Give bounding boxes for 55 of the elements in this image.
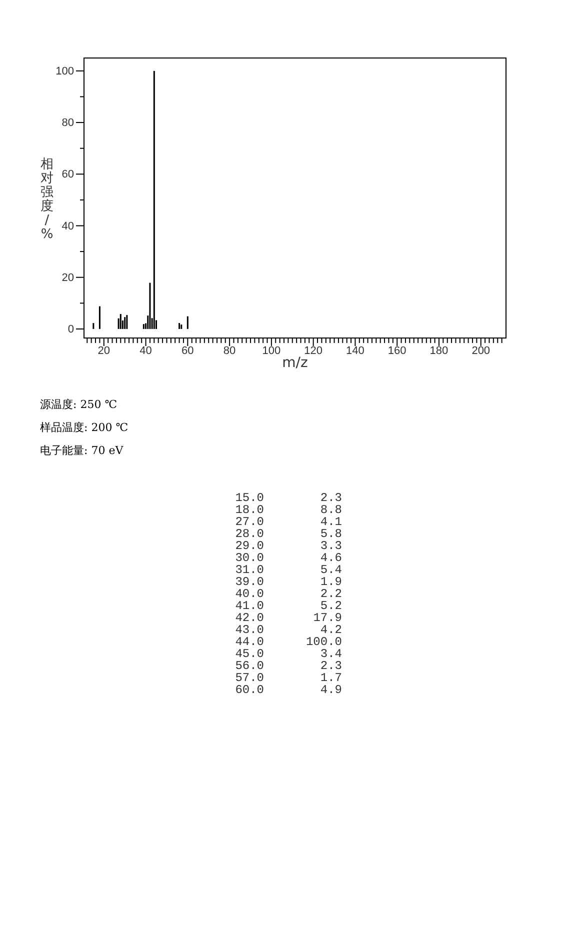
text: 18.0: [235, 503, 264, 517]
text: 电子能量: 70 eV: [40, 444, 124, 457]
text: 30.0: [235, 551, 264, 565]
x-tick-label: 160: [388, 345, 406, 358]
y-axis-title: 相对强度/%: [40, 157, 54, 242]
text: 57.0: [235, 671, 264, 685]
text: 2.3: [320, 491, 342, 505]
text: 2.2: [320, 587, 342, 601]
text: 15.0: [235, 491, 264, 505]
text: 源温度: 250 ℃: [40, 398, 117, 411]
text: 44.0: [235, 635, 264, 649]
text: 5.8: [320, 527, 342, 541]
text: 31.0: [235, 563, 264, 577]
text: 41.0: [235, 599, 264, 613]
x-tick-label: 180: [430, 345, 448, 358]
text: 29.0: [235, 539, 264, 553]
text: 40.0: [235, 587, 264, 601]
text: 43.0: [235, 623, 264, 637]
x-tick-label: 80: [223, 345, 236, 358]
text: 28.0: [235, 527, 264, 541]
x-tick-label: 120: [304, 345, 323, 358]
text: 39.0: [235, 575, 264, 589]
text: 样品温度: 200 ℃: [40, 421, 128, 434]
y-tick-label: 0: [68, 323, 74, 336]
x-tick-label: 40: [140, 345, 152, 358]
text: 4.1: [320, 515, 342, 529]
y-tick-label: 60: [62, 168, 74, 181]
x-tick-label: 60: [182, 345, 194, 358]
text: 60.0: [235, 683, 264, 697]
text: 1.9: [320, 575, 342, 589]
text: 3.4: [320, 647, 342, 661]
x-tick-label: 100: [262, 345, 281, 358]
x-tick-label: 200: [472, 345, 490, 358]
y-tick-label: 20: [62, 272, 74, 284]
text: 4.9: [320, 683, 342, 697]
y-tick-label: 40: [62, 220, 74, 232]
text: 4.2: [320, 623, 342, 637]
text: 1.7: [320, 671, 342, 685]
text: 3.3: [320, 539, 342, 553]
x-tick-label: 140: [346, 345, 364, 358]
text: 17.9: [313, 611, 342, 625]
text: 5.2: [320, 599, 342, 613]
text: 56.0: [235, 659, 264, 673]
text: 4.6: [320, 551, 342, 565]
text: 45.0: [235, 647, 264, 661]
text: 27.0: [235, 515, 264, 529]
text: 100.0: [306, 635, 342, 649]
x-axis-title: m/z: [282, 355, 308, 371]
text: 2.3: [320, 659, 342, 673]
y-tick-label: 80: [62, 117, 74, 130]
text: 42.0: [235, 611, 264, 625]
x-tick-label: 20: [98, 345, 110, 358]
text: 8.8: [320, 503, 342, 517]
y-tick-label: 100: [56, 65, 74, 78]
text: 5.4: [320, 563, 342, 577]
